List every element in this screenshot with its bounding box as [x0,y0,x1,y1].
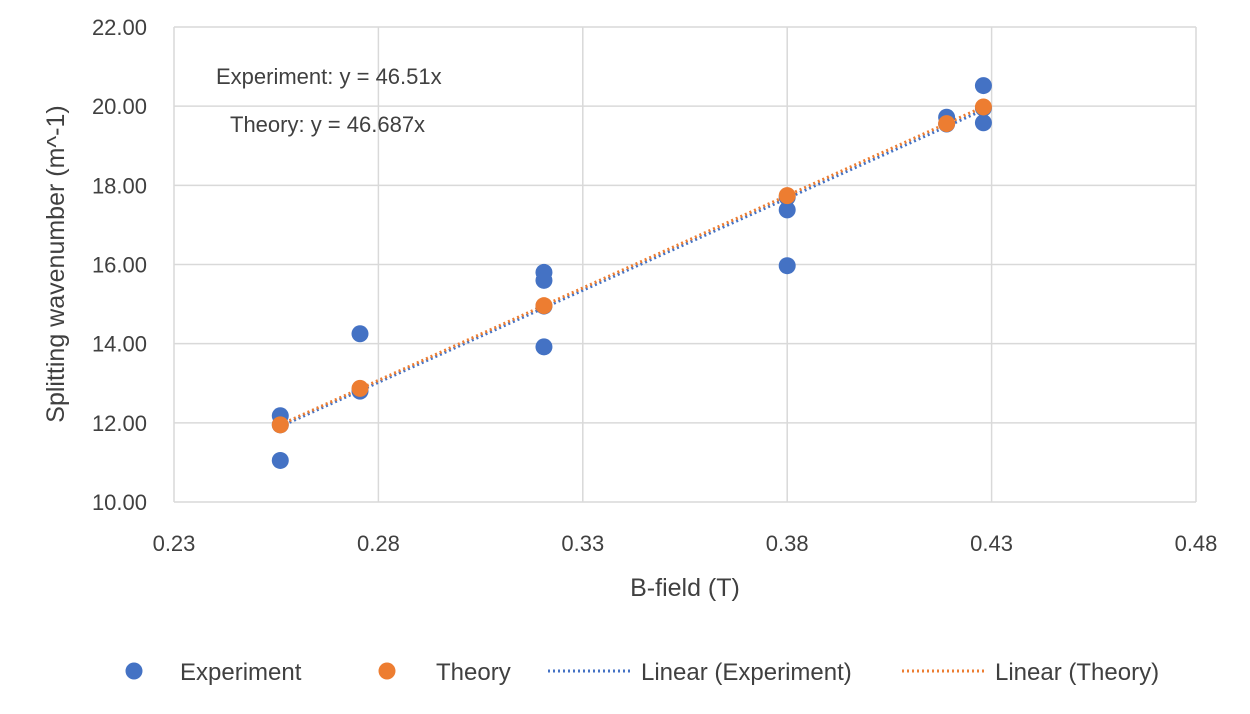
data-points [271,77,992,469]
experiment-point [271,451,289,469]
trendline-experiment [279,108,985,428]
y-tick-label: 10.00 [92,490,147,515]
legend-theory-label: Theory [436,659,511,686]
theory-point [974,98,992,116]
annotations: Experiment: y = 46.51x Theory: y = 46.68… [216,64,442,137]
x-tick-label: 0.28 [357,531,400,556]
annotation-theory-equation: Theory: y = 46.687x [230,112,425,137]
experiment-point [974,114,992,132]
y-tick-label: 16.00 [92,253,147,278]
x-tick-label: 0.23 [153,531,196,556]
x-tick-label: 0.33 [561,531,604,556]
experiment-point [535,271,553,289]
legend-experiment-label: Experiment [180,659,302,686]
experiment-point [778,257,796,275]
legend-experiment-marker [125,662,143,680]
theory-point [938,115,956,133]
axes: 0.23 0.28 0.33 0.38 0.43 0.48 10.00 12.00 14.00 1… [92,15,1217,556]
trendlines [279,105,985,428]
y-tick-label: 18.00 [92,173,147,198]
experiment-point [778,201,796,219]
y-tick-label: 14.00 [92,332,147,357]
y-tick-label: 22.00 [92,15,147,40]
x-tick-label: 0.38 [766,531,809,556]
theory-point [778,187,796,205]
legend-theory-marker [378,662,396,680]
theory-point [271,416,289,434]
x-tick-label: 0.43 [970,531,1013,556]
grid [173,26,1197,503]
experiment-point [351,325,369,343]
legend: Experiment Theory Linear (Experiment) Linea… [125,659,1159,686]
annotation-experiment-equation: Experiment: y = 46.51x [216,64,442,89]
y-tick-label: 12.00 [92,411,147,436]
legend-linear-experiment-label: Linear (Experiment) [641,659,852,686]
theory-point [351,379,369,397]
legend-linear-theory-label: Linear (Theory) [995,659,1159,686]
trendline-theory [279,105,985,427]
x-axis-title: B-field (T) [630,574,740,602]
experiment-point [974,77,992,95]
experiment-point [535,338,553,356]
x-tick-label: 0.48 [1175,531,1218,556]
y-tick-label: 20.00 [92,94,147,119]
theory-point [535,297,553,315]
y-axis-title: Splitting wavenumber (m^-1) [42,105,70,422]
